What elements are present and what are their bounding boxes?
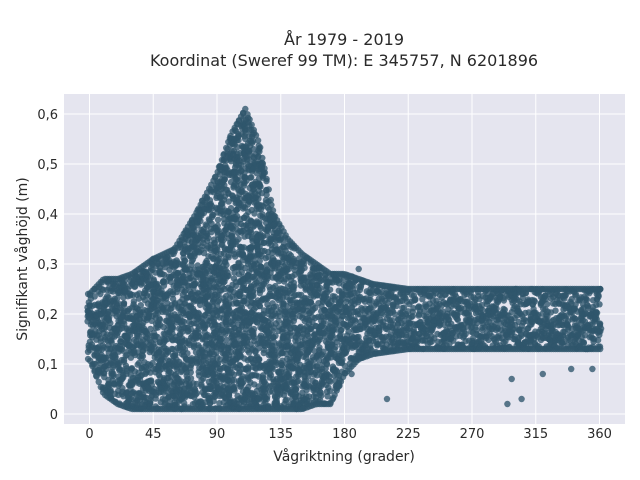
data-points [84, 105, 605, 413]
data-point [214, 216, 222, 223]
data-point [267, 196, 274, 204]
data-point [195, 309, 202, 317]
data-point [235, 137, 242, 144]
data-point [126, 395, 133, 402]
data-point [259, 154, 266, 162]
data-point [137, 302, 144, 309]
data-point [318, 392, 325, 399]
data-point [265, 186, 272, 193]
data-point [224, 269, 231, 276]
data-point [256, 219, 263, 226]
data-point [103, 355, 110, 362]
data-point [99, 342, 106, 349]
data-point [95, 378, 102, 385]
data-point [197, 217, 204, 225]
data-point [409, 312, 416, 320]
data-point [187, 369, 194, 376]
data-point [147, 378, 155, 385]
data-point [169, 325, 176, 333]
data-point [263, 395, 271, 403]
data-point [229, 232, 236, 240]
data-point [256, 356, 263, 363]
data-point [124, 307, 131, 314]
data-point [114, 295, 121, 302]
data-point [91, 293, 98, 300]
data-point [326, 286, 334, 293]
data-point [339, 356, 346, 363]
data-point [221, 176, 228, 183]
data-point [294, 378, 302, 385]
chart-title-line1: År 1979 - 2019 [284, 30, 404, 49]
data-point [257, 183, 264, 190]
data-point [110, 372, 117, 380]
data-point [247, 244, 255, 251]
data-point [263, 175, 270, 183]
data-point [462, 330, 469, 338]
data-point [121, 320, 128, 327]
data-point [292, 386, 299, 393]
data-point [254, 137, 262, 144]
data-point [149, 359, 156, 367]
data-point [225, 254, 232, 261]
data-point [417, 318, 424, 326]
data-point [90, 360, 98, 368]
data-point [192, 391, 199, 398]
data-point [269, 207, 277, 214]
data-point [250, 328, 257, 336]
data-point [261, 165, 268, 172]
data-point [214, 222, 221, 229]
data-point [205, 234, 212, 242]
data-point [156, 315, 163, 322]
data-point [109, 364, 116, 371]
data-point [257, 144, 264, 151]
data-point [205, 392, 212, 400]
data-point [135, 359, 143, 367]
data-point [108, 339, 115, 346]
data-point [367, 297, 374, 304]
chart-title-line2: Koordinat (Sweref 99 TM): E 345757, N 62… [150, 51, 538, 70]
data-point [106, 314, 113, 321]
data-point [291, 283, 298, 290]
data-point [118, 346, 126, 353]
data-point [317, 285, 324, 292]
data-point [235, 235, 242, 243]
data-point [248, 174, 255, 181]
data-point [412, 295, 419, 303]
data-point [105, 382, 113, 389]
data-point [290, 317, 297, 325]
data-point [120, 300, 128, 307]
data-point [251, 334, 258, 341]
data-point [184, 350, 191, 357]
data-point [130, 298, 138, 305]
data-point [181, 257, 189, 264]
